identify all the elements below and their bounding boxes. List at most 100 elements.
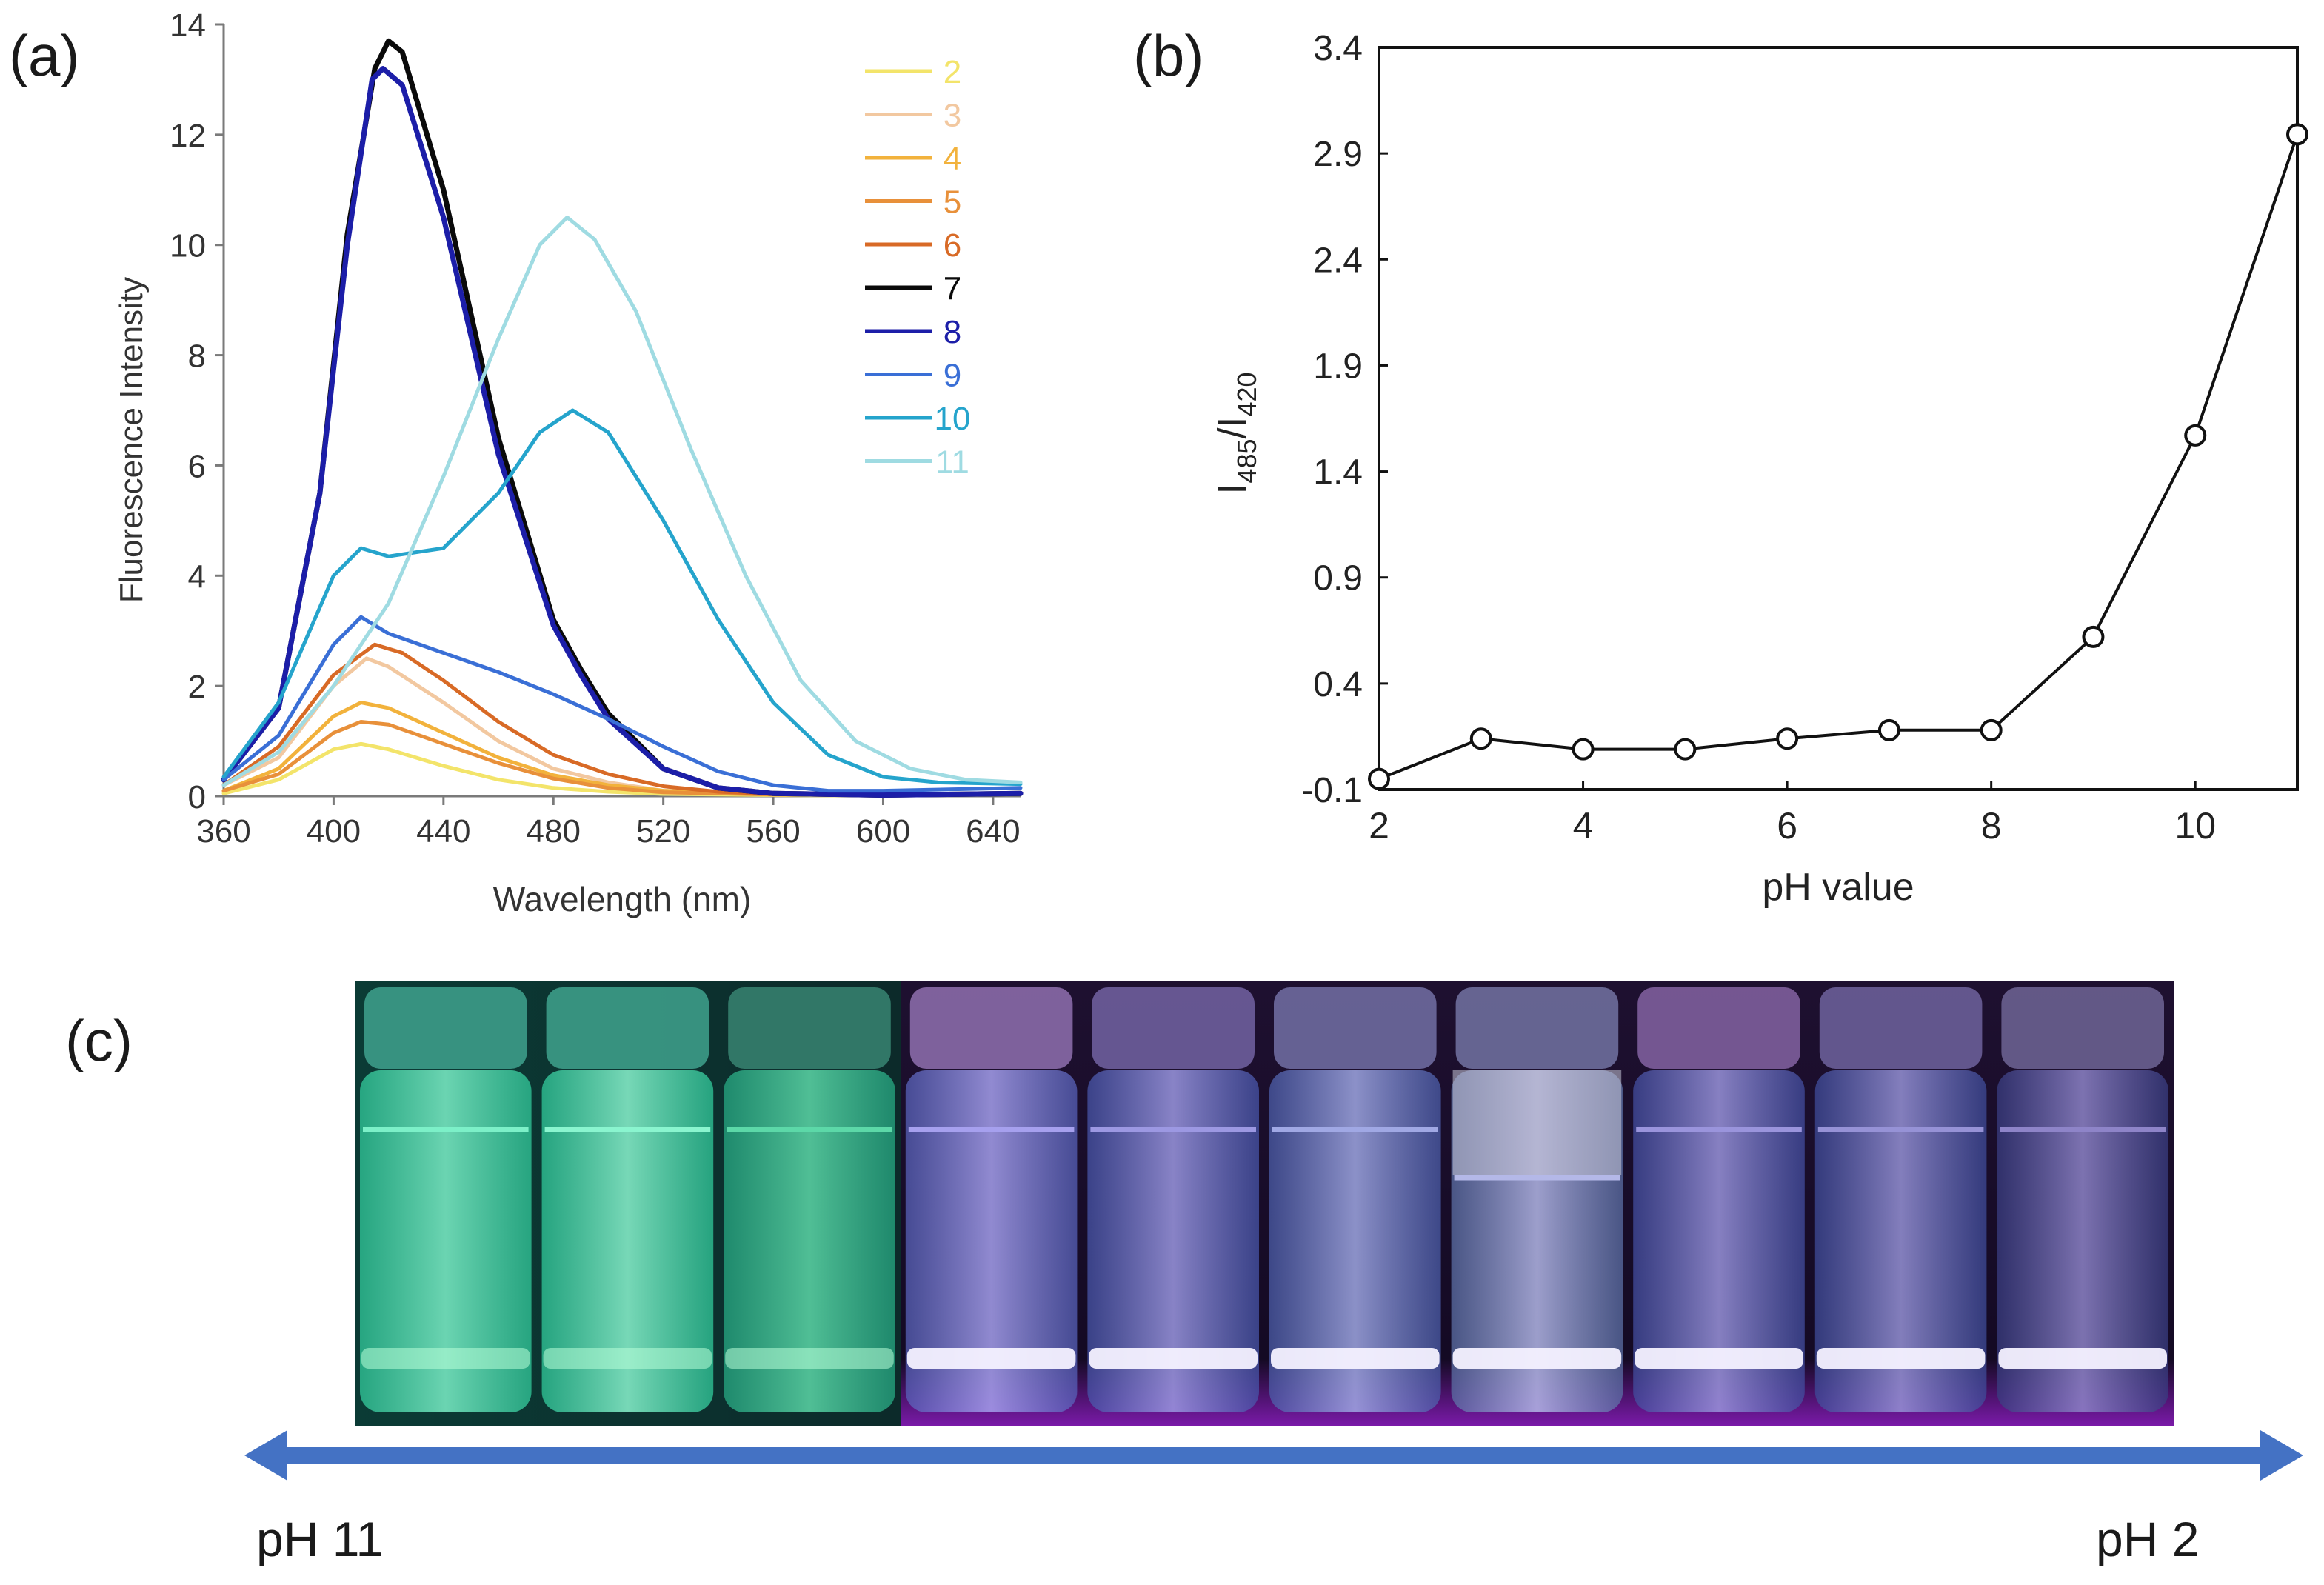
y-axis-label: Fluorescence Intensity [113, 277, 150, 603]
x-axis-label: pH value [1762, 866, 1914, 909]
vial-8-body [1633, 1070, 1805, 1412]
y-label-sep: /I [1210, 416, 1255, 438]
y-tick-label: 2.9 [1313, 135, 1363, 174]
plot-frame [1378, 46, 2299, 791]
vial-9-cap [1819, 987, 1983, 1069]
legend-label-4: 4 [944, 141, 961, 177]
y-tick-label: 6 [188, 448, 206, 484]
vial-1-base-glow [361, 1348, 530, 1369]
vial-10-cap [2001, 987, 2164, 1069]
vial-9-body [1814, 1070, 1987, 1412]
data-point-ph-5 [1674, 738, 1697, 761]
y-tick-label: 2.4 [1313, 241, 1363, 280]
y-tick-label: 1.4 [1313, 453, 1363, 493]
vial-7-headspace [1452, 1070, 1622, 1175]
y-tick-label: 3.4 [1313, 29, 1363, 68]
x-tick-label: 520 [636, 813, 690, 850]
vial-5-cap [1092, 987, 1255, 1069]
x-tick-label: 10 [2174, 805, 2216, 847]
x-tick-label: 6 [1777, 805, 1797, 847]
vial-6-base-glow [1271, 1348, 1440, 1369]
data-point-ph-10 [2184, 424, 2207, 447]
vial-4-body [905, 1070, 1078, 1412]
y-tick-label: 1.9 [1313, 347, 1363, 386]
legend-label-10: 10 [935, 401, 971, 437]
x-tick-label: 640 [966, 813, 1020, 850]
series-9-line [221, 615, 1023, 793]
legend-label-5: 5 [944, 184, 961, 221]
panel-c-label: (c) [65, 1008, 133, 1073]
x-tick-label: 440 [416, 813, 470, 850]
data-point-ph-2 [1368, 767, 1390, 790]
arrow-shaft [280, 1447, 2268, 1464]
series-8-line [221, 66, 1024, 798]
x-tick-label: 600 [856, 813, 910, 850]
vial-4-cap [909, 987, 1073, 1069]
data-point-ph-8 [1980, 718, 2003, 741]
x-tick-label: 8 [1981, 805, 2002, 847]
arrow-head-right [2260, 1430, 2303, 1481]
x-tick-label: 400 [307, 813, 361, 850]
x-tick-label: 2 [1369, 805, 1389, 847]
legend-label-8: 8 [944, 314, 961, 350]
series-6-line [221, 642, 1023, 797]
vial-5-base-glow [1089, 1348, 1258, 1369]
y-tick-label: 0.9 [1313, 559, 1363, 598]
vial-3-body [724, 1070, 895, 1412]
vial-8-base-glow [1635, 1348, 1803, 1369]
y-tick-label: 12 [170, 118, 206, 154]
ph-2-label: pH 2 [2096, 1512, 2200, 1566]
y-tick-label: 0.4 [1313, 665, 1363, 704]
y-label-sub-420: 420 [1232, 372, 1262, 416]
ph-11-label: pH 11 [256, 1512, 384, 1566]
data-point-ph-7 [1877, 718, 1900, 741]
vial-2-cap [546, 987, 709, 1069]
vial-7-cap [1455, 987, 1619, 1069]
vial-4-base-glow [906, 1348, 1076, 1369]
y-tick-label: 10 [170, 228, 206, 264]
vial-2-body [541, 1070, 714, 1412]
x-tick-label: 360 [196, 813, 250, 850]
x-axis-label: Wavelength (nm) [493, 880, 752, 918]
legend-label-2: 2 [944, 54, 961, 90]
y-tick-label: 14 [170, 7, 206, 44]
vial-7-base-glow [1452, 1348, 1622, 1369]
data-point-ph-9 [2082, 625, 2105, 648]
vial-3-cap [728, 987, 891, 1069]
y-tick-label: 0 [188, 779, 206, 815]
legend-label-3: 3 [944, 98, 961, 134]
vial-1-cap [364, 987, 527, 1069]
vial-5-body [1087, 1070, 1259, 1412]
legend-label-7: 7 [944, 271, 961, 307]
y-axis-label: I485/I420 [1210, 372, 1262, 494]
y-tick-label: 2 [188, 669, 206, 705]
y-label-main: I [1210, 484, 1255, 495]
y-tick-label: 8 [188, 338, 206, 375]
ratio-line [1378, 133, 2299, 781]
vial-2-base-glow [543, 1348, 712, 1369]
series-11-line [221, 216, 1023, 787]
legend-label-6: 6 [944, 227, 961, 264]
vials-photo [355, 981, 2174, 1426]
vial-9-base-glow [1816, 1348, 1986, 1369]
arrow-head-left [244, 1430, 287, 1481]
x-tick-label: 480 [527, 813, 581, 850]
ratio-vs-ph-chart: -0.1 0.4 0.9 1.4 1.9 2.4 2.9 3.4 2 4 6 8 10 pH value I… [1210, 29, 2308, 909]
legend-label-11: 11 [935, 444, 969, 481]
y-label-sub-485: 485 [1232, 439, 1262, 484]
y-tick-label: 4 [188, 558, 206, 595]
x-tick-label: 560 [746, 813, 800, 850]
vial-3-base-glow [725, 1348, 894, 1369]
panel-b-label: (b) [1133, 23, 1204, 88]
vial-1-body [360, 1070, 532, 1412]
data-point-ph-6 [1776, 727, 1799, 750]
vial-10-body [1997, 1070, 2168, 1412]
x-tick-label: 4 [1573, 805, 1594, 847]
data-point-ph-3 [1469, 727, 1492, 750]
ph-direction-arrow [244, 1430, 2303, 1481]
vial-6-body [1269, 1070, 1441, 1412]
series-10-line [221, 408, 1023, 787]
data-point-ph-4 [1572, 738, 1595, 761]
vial-6-cap [1274, 987, 1437, 1069]
